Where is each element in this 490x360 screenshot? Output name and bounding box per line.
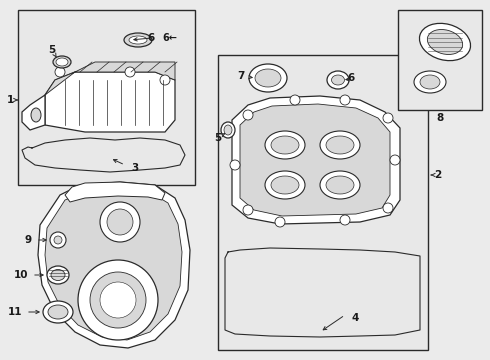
Polygon shape: [45, 62, 175, 95]
Bar: [218, 55, 428, 350]
Ellipse shape: [332, 75, 344, 85]
Polygon shape: [65, 182, 165, 202]
Ellipse shape: [47, 266, 69, 284]
Text: 10: 10: [14, 270, 28, 280]
Ellipse shape: [56, 58, 68, 66]
Ellipse shape: [53, 56, 71, 68]
Circle shape: [340, 215, 350, 225]
Bar: [18, 10, 195, 185]
Circle shape: [160, 75, 170, 85]
Circle shape: [275, 217, 285, 227]
Ellipse shape: [124, 33, 152, 47]
Ellipse shape: [31, 108, 41, 122]
Text: 6: 6: [148, 33, 155, 43]
Circle shape: [290, 95, 300, 105]
Bar: [398, 10, 482, 110]
Ellipse shape: [326, 136, 354, 154]
Text: 4: 4: [351, 313, 359, 323]
Text: 8: 8: [437, 113, 443, 123]
Ellipse shape: [221, 122, 235, 138]
Ellipse shape: [271, 136, 299, 154]
Text: 5: 5: [215, 133, 221, 143]
Text: 5: 5: [49, 45, 56, 55]
Ellipse shape: [48, 305, 68, 319]
Circle shape: [55, 67, 65, 77]
Circle shape: [243, 110, 253, 120]
Text: 7: 7: [238, 71, 245, 81]
Ellipse shape: [419, 23, 470, 60]
Ellipse shape: [427, 30, 463, 54]
Polygon shape: [38, 182, 190, 348]
Ellipse shape: [320, 131, 360, 159]
Circle shape: [383, 203, 393, 213]
Text: 2: 2: [434, 170, 441, 180]
Ellipse shape: [414, 71, 446, 93]
Polygon shape: [22, 95, 45, 130]
Ellipse shape: [327, 71, 349, 89]
Polygon shape: [45, 72, 175, 132]
Polygon shape: [232, 96, 400, 224]
Circle shape: [383, 113, 393, 123]
Text: 3: 3: [131, 163, 139, 173]
Text: 6: 6: [348, 73, 355, 83]
Circle shape: [50, 232, 66, 248]
Circle shape: [100, 202, 140, 242]
Circle shape: [125, 67, 135, 77]
Ellipse shape: [43, 301, 73, 323]
Circle shape: [107, 209, 133, 235]
Ellipse shape: [249, 64, 287, 92]
Circle shape: [90, 272, 146, 328]
Ellipse shape: [51, 270, 65, 280]
Ellipse shape: [255, 69, 281, 87]
Circle shape: [78, 260, 158, 340]
Circle shape: [100, 282, 136, 318]
Ellipse shape: [326, 176, 354, 194]
Ellipse shape: [420, 75, 440, 89]
Circle shape: [243, 205, 253, 215]
Polygon shape: [240, 104, 390, 216]
Ellipse shape: [320, 171, 360, 199]
Circle shape: [390, 155, 400, 165]
Ellipse shape: [129, 36, 147, 44]
Polygon shape: [45, 190, 182, 340]
Ellipse shape: [224, 125, 232, 135]
Circle shape: [230, 160, 240, 170]
Circle shape: [340, 95, 350, 105]
Ellipse shape: [271, 176, 299, 194]
Text: 11: 11: [7, 307, 22, 317]
Text: 1: 1: [6, 95, 14, 105]
Ellipse shape: [265, 171, 305, 199]
Circle shape: [54, 236, 62, 244]
Text: 9: 9: [25, 235, 32, 245]
Text: 6←: 6←: [162, 33, 177, 43]
Ellipse shape: [265, 131, 305, 159]
